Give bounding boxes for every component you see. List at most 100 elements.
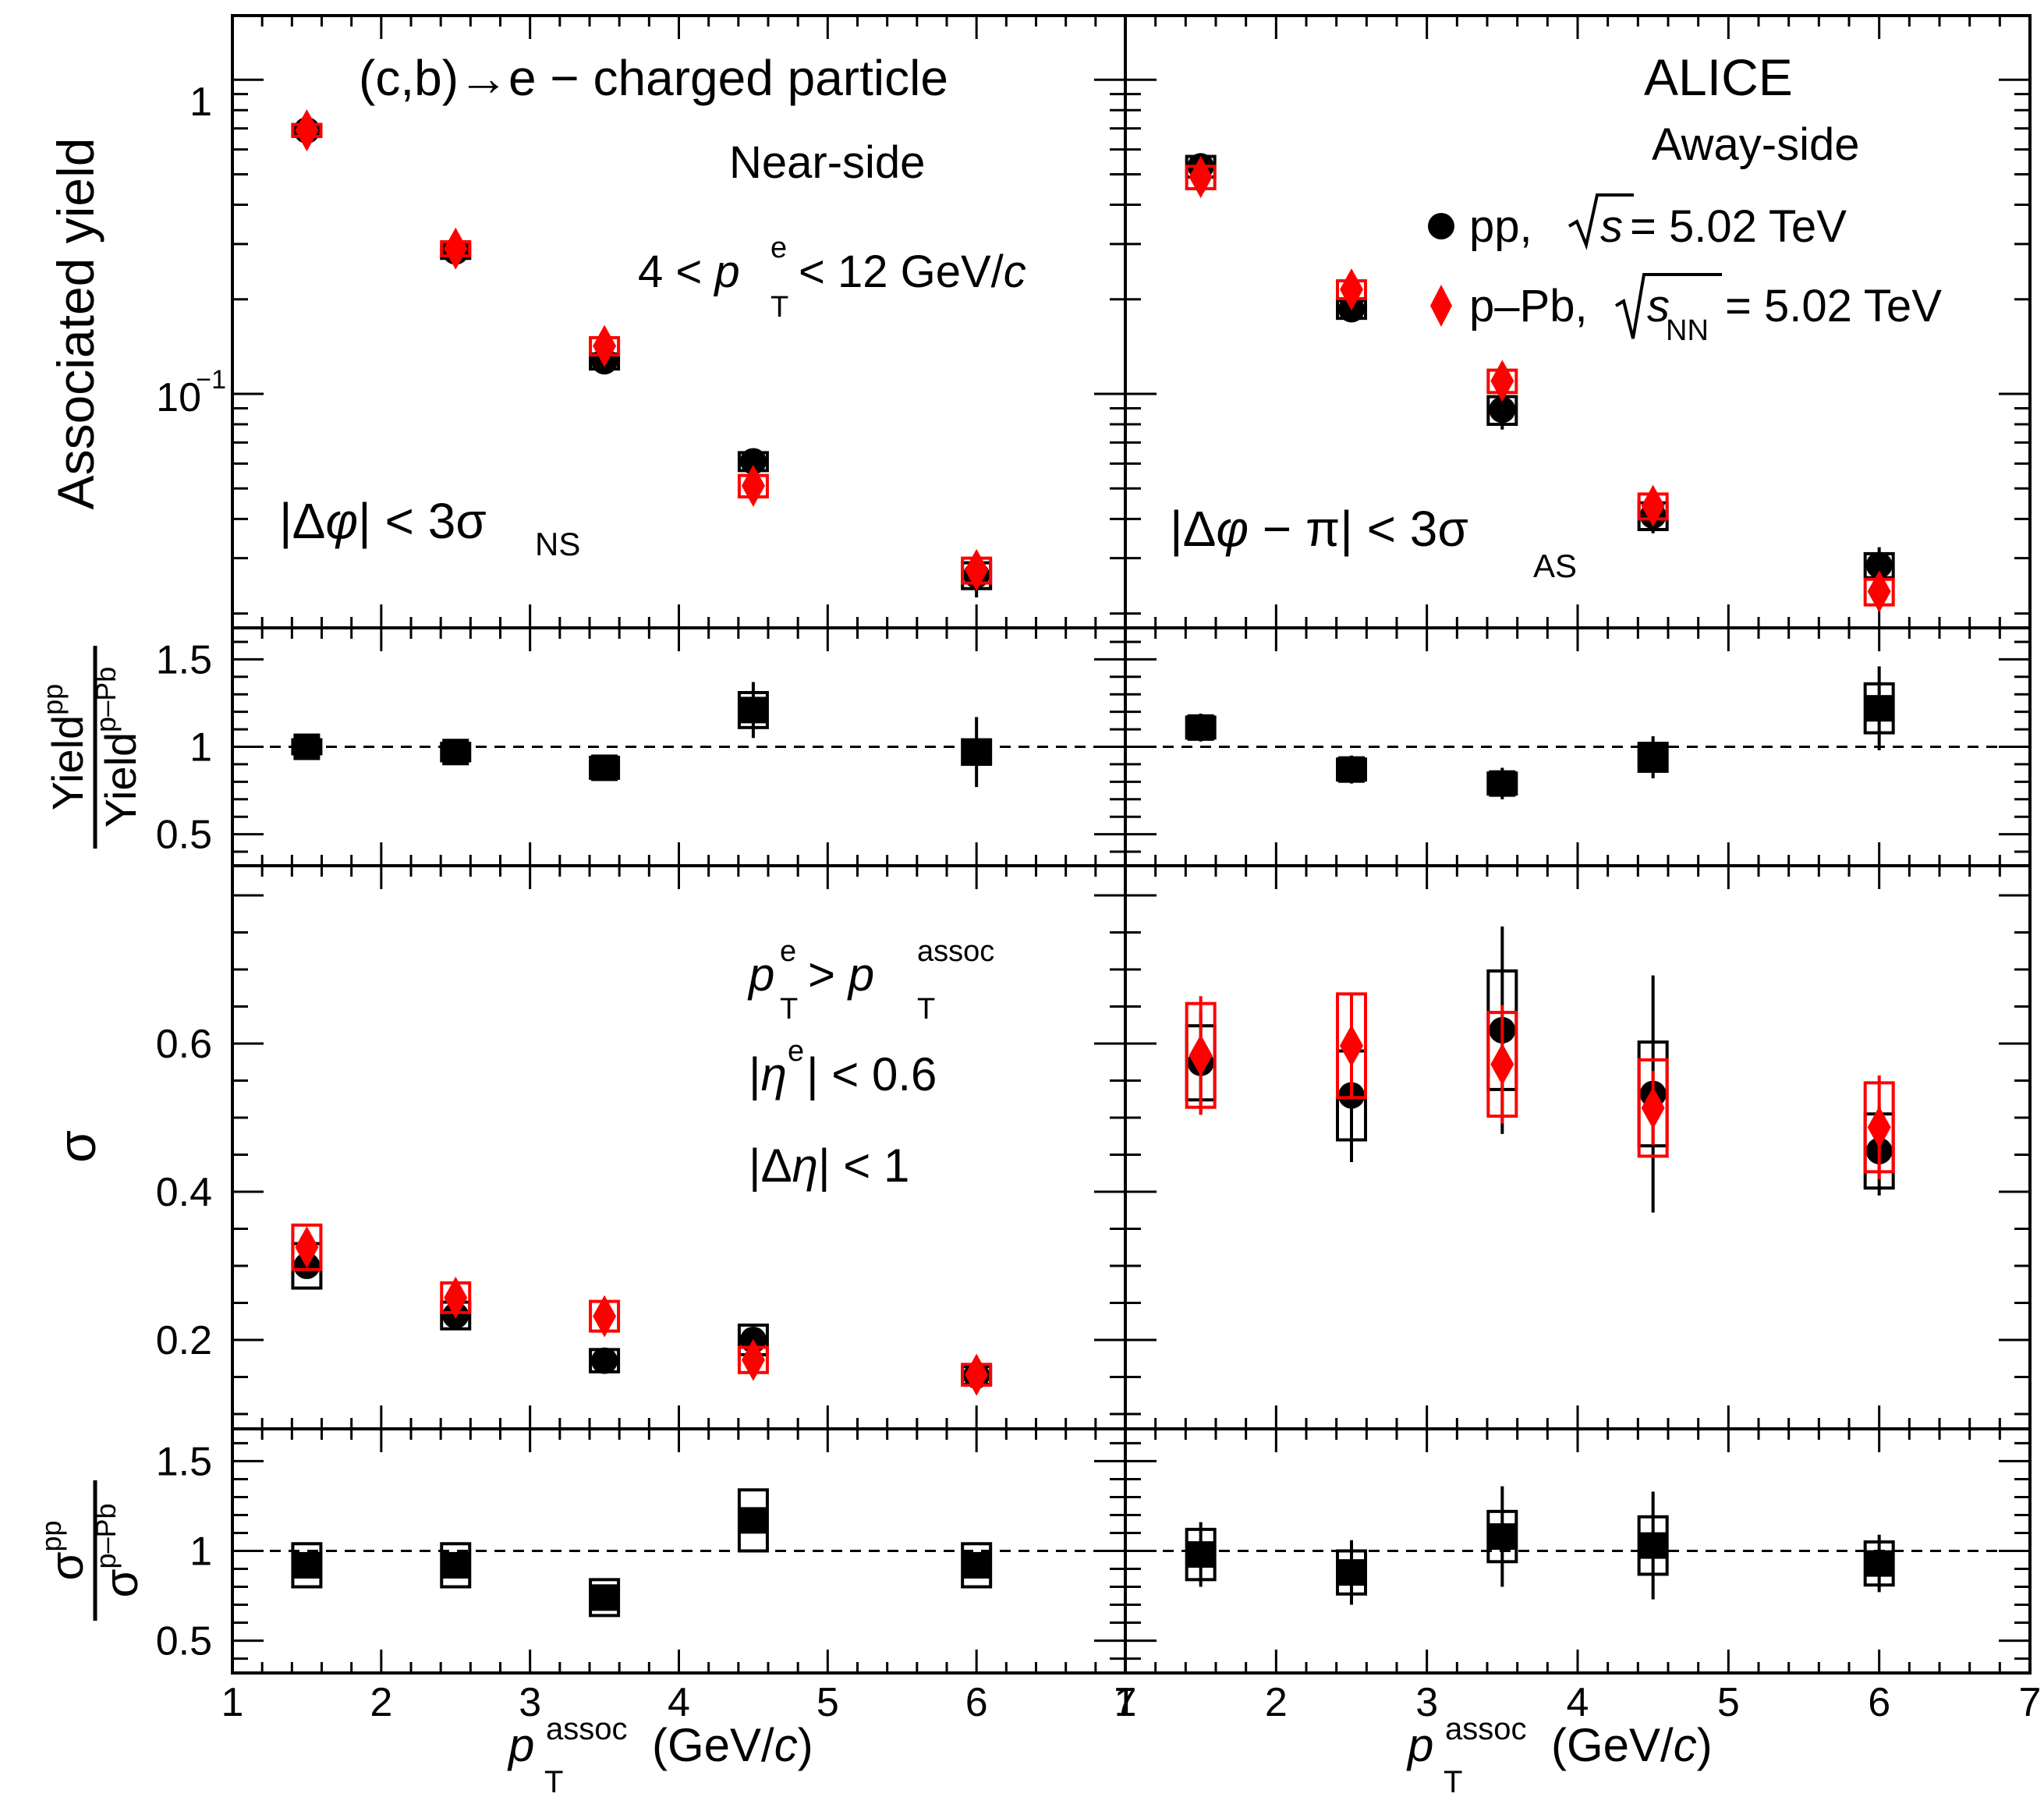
series-group-yield-near: [291, 109, 993, 597]
marker-ppb: [1490, 1043, 1514, 1086]
x-tick-label-near: 2: [370, 1680, 392, 1725]
ylabel-associated-yield: Associated yield: [47, 138, 105, 510]
x-tick-label-away: 3: [1415, 1680, 1438, 1725]
marker-ratio: [1338, 756, 1365, 783]
sys-error-box: [1637, 742, 1669, 773]
marker-ppb: [295, 1226, 319, 1269]
marker-ppb: [1641, 484, 1665, 527]
svg-text:e: e: [788, 1035, 804, 1068]
sys-error-box: [1863, 682, 1895, 735]
marker-ratio: [1187, 1541, 1214, 1568]
svg-text:| < 0.6: | < 0.6: [806, 1048, 937, 1100]
tick-labels-layer: 0.511.50.20.40.60.511.51 2 3 4 5 6 71 2 3 4 5 6 7: [156, 637, 2042, 1725]
svg-text:assoc: assoc: [917, 935, 994, 968]
marker-ratio: [1338, 1559, 1365, 1586]
marker-ppb: [1188, 1034, 1213, 1077]
x-tick-label-near: 1: [221, 1680, 244, 1725]
ratio-group-yield_ratio-away: [1185, 666, 1895, 799]
marker-ratio: [591, 754, 618, 781]
marker-ratio: [1489, 1523, 1516, 1551]
data-marks-layer: [291, 109, 1895, 1618]
marker-pp: [1865, 551, 1893, 579]
svg-text:Yieldp–Pb: Yieldp–Pb: [90, 667, 145, 828]
marker-ppb: [741, 464, 765, 507]
svg-text:T: T: [770, 291, 788, 324]
pte-range-label: 4 < p e T < 12 GeV/c: [638, 232, 1026, 324]
y-tick-label-yield_ratio: 0.5: [156, 813, 212, 858]
svg-text:σp–Pb: σp–Pb: [90, 1503, 147, 1597]
x-tick-label-near: 5: [817, 1680, 839, 1725]
series-group-sigma-away: [1185, 926, 1895, 1213]
y-tick-label-sigma_ratio: 1: [190, 1529, 212, 1575]
marker-ratio: [963, 739, 990, 766]
marker-ratio: [963, 1551, 990, 1579]
cut-pte-gt-passoc: p e T > p assoc T: [747, 935, 994, 1026]
legend-marker-pp: [1428, 213, 1454, 239]
x-tick-label-near: 4: [668, 1680, 690, 1725]
xlabel-near: p assoc T (GeV/c): [507, 1712, 813, 1799]
sys-error-box: [1486, 1509, 1518, 1564]
svg-text:pp,: pp,: [1469, 201, 1532, 252]
y-tick-label-sigma_ratio: 1.5: [156, 1439, 212, 1484]
svg-text:assoc: assoc: [1445, 1712, 1527, 1746]
x-tick-label-near: 7: [1114, 1680, 1137, 1725]
legend: pp, s = 5.02 TeV p–Pb, s NN = 5.02 TeV: [1428, 193, 1942, 347]
marker-ppb: [295, 109, 319, 152]
marker-ppb: [965, 1353, 989, 1396]
svg-text:s: s: [1647, 281, 1670, 331]
sys-error-box: [1863, 1081, 1895, 1174]
sys-error-box: [1336, 1549, 1367, 1596]
near-side-label: Near-side: [729, 137, 925, 188]
legend-marker-ppb: [1430, 285, 1452, 327]
away-side-label: Away-side: [1652, 119, 1860, 170]
svg-text:NN: NN: [1666, 314, 1709, 347]
svg-text:T: T: [544, 1765, 563, 1799]
cut-eta-e: |η e | < 0.6: [749, 1035, 937, 1100]
marker-ppb: [1641, 1086, 1665, 1129]
sys-error-box: [1863, 1540, 1895, 1587]
ratio-group-sigma_ratio-away: [1185, 1486, 1895, 1605]
marker-ratio: [739, 696, 767, 724]
svg-text:e: e: [780, 935, 796, 968]
cut-delta-eta: |Δη| < 1: [749, 1139, 909, 1192]
x-tick-label-away: 4: [1567, 1680, 1589, 1725]
svg-text:p–Pb,: p–Pb,: [1469, 281, 1588, 331]
x-tick-label-away: 1: [1114, 1680, 1137, 1725]
ylabel-sigma-ratio: σpp σp–Pb: [35, 1480, 147, 1621]
dphi-near-label: |Δφ| < 3σ NS: [279, 493, 580, 562]
marker-pp: [1489, 396, 1516, 424]
yield-tick-label-1: 1: [190, 80, 212, 125]
svg-text:|η: |η: [749, 1048, 787, 1100]
svg-text:|Δφ − π| < 3σ: |Δφ − π| < 3σ: [1170, 501, 1468, 557]
ylabel-yield-ratio: Yieldpp Yieldp–Pb: [37, 646, 145, 849]
marker-ppb: [1867, 1106, 1891, 1149]
svg-text:= 5.02 TeV: = 5.02 TeV: [1725, 281, 1942, 331]
svg-text:Yieldpp: Yieldpp: [37, 684, 92, 811]
sys-error-box: [291, 1223, 323, 1271]
svg-text:e: e: [770, 232, 787, 264]
sys-error-box: [1486, 1011, 1518, 1118]
ratio-group-sigma_ratio-near: [291, 1488, 993, 1618]
y-tick-label-sigma: 0.2: [156, 1318, 212, 1363]
svg-text:p: p: [1406, 1719, 1433, 1771]
ratio-group-yield_ratio-near: [291, 682, 993, 788]
title-annotation: (c,b)→e − charged particle: [359, 50, 948, 106]
svg-text:> p: > p: [808, 948, 874, 1001]
marker-ppb: [965, 548, 989, 591]
marker-ratio: [1639, 1532, 1667, 1559]
sys-error-box: [589, 1578, 621, 1618]
marker-ppb: [593, 1295, 617, 1338]
marker-ratio: [1489, 770, 1516, 797]
svg-text:p: p: [747, 948, 774, 1001]
y-tick-label-yield_ratio: 1: [190, 725, 212, 771]
marker-ppb: [1340, 1024, 1363, 1067]
svg-text:(GeV/c): (GeV/c): [1551, 1719, 1713, 1771]
svg-text:AS: AS: [1533, 548, 1577, 584]
marker-ratio: [442, 1551, 469, 1579]
series-group-sigma-near: [291, 1223, 993, 1396]
sqrt-sign-pp: [1568, 193, 1634, 250]
marker-pp: [739, 448, 767, 475]
marker-ppb: [1340, 268, 1363, 311]
x-tick-label-away: 7: [2019, 1680, 2042, 1725]
